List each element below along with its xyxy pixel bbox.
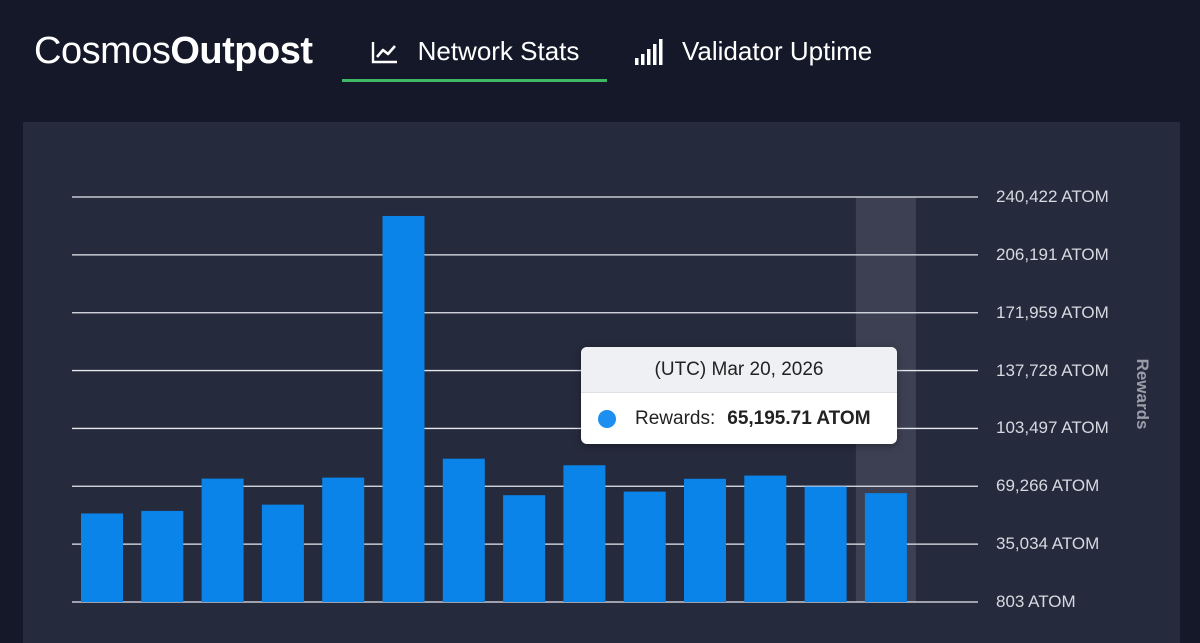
bar[interactable] bbox=[623, 491, 666, 602]
tooltip-value: 65,195.71 ATOM bbox=[727, 407, 871, 429]
tab-network-stats[interactable]: Network Stats bbox=[342, 36, 607, 82]
bar[interactable] bbox=[563, 465, 606, 602]
y-tick-label: 206,191 ATOM bbox=[996, 244, 1109, 264]
bar[interactable] bbox=[141, 510, 184, 602]
bar[interactable] bbox=[864, 493, 907, 602]
tab-network-stats-label: Network Stats bbox=[417, 36, 580, 66]
y-tick-label: 103,497 ATOM bbox=[996, 418, 1109, 438]
tooltip-row: Rewards: 65,195.71 ATOM bbox=[581, 393, 897, 444]
tooltip-date: (UTC) Mar 20, 2026 bbox=[581, 347, 897, 393]
bar[interactable] bbox=[804, 486, 847, 602]
line-chart-icon bbox=[371, 42, 397, 64]
y-tick-label: 240,422 ATOM bbox=[996, 187, 1109, 206]
bar[interactable] bbox=[261, 504, 304, 602]
bar[interactable] bbox=[503, 495, 546, 602]
y-tick-label: 69,266 ATOM bbox=[996, 476, 1100, 496]
bar[interactable] bbox=[382, 215, 425, 603]
y-tick-label: 137,728 ATOM bbox=[996, 360, 1109, 380]
y-tick-label: 171,959 ATOM bbox=[996, 302, 1109, 322]
bar[interactable] bbox=[322, 477, 365, 602]
tooltip-label: Rewards: bbox=[635, 407, 716, 429]
brand-prefix: Cosmos bbox=[34, 30, 171, 72]
bar[interactable] bbox=[81, 513, 123, 602]
y-tick-label: 35,034 ATOM bbox=[996, 534, 1100, 554]
chart-tooltip: (UTC) Mar 20, 2026 Rewards: 65,195.71 AT… bbox=[581, 347, 897, 444]
bar[interactable] bbox=[201, 478, 244, 602]
bar[interactable] bbox=[442, 458, 485, 602]
bar[interactable] bbox=[684, 478, 726, 602]
signal-bars-icon bbox=[635, 39, 663, 65]
y-axis-title: Rewards bbox=[1133, 358, 1152, 430]
y-tick-label: 803 ATOM bbox=[996, 592, 1076, 611]
tab-validator-uptime[interactable]: Validator Uptime bbox=[634, 36, 872, 82]
series-dot-icon bbox=[598, 409, 616, 428]
brand-logo[interactable]: CosmosOutpost bbox=[34, 30, 313, 73]
app-header: CosmosOutpost Network Stats Validator Up… bbox=[0, 0, 1200, 120]
brand-suffix: Outpost bbox=[170, 30, 313, 72]
tab-validator-uptime-label: Validator Uptime bbox=[682, 36, 873, 66]
bar[interactable] bbox=[744, 475, 787, 602]
